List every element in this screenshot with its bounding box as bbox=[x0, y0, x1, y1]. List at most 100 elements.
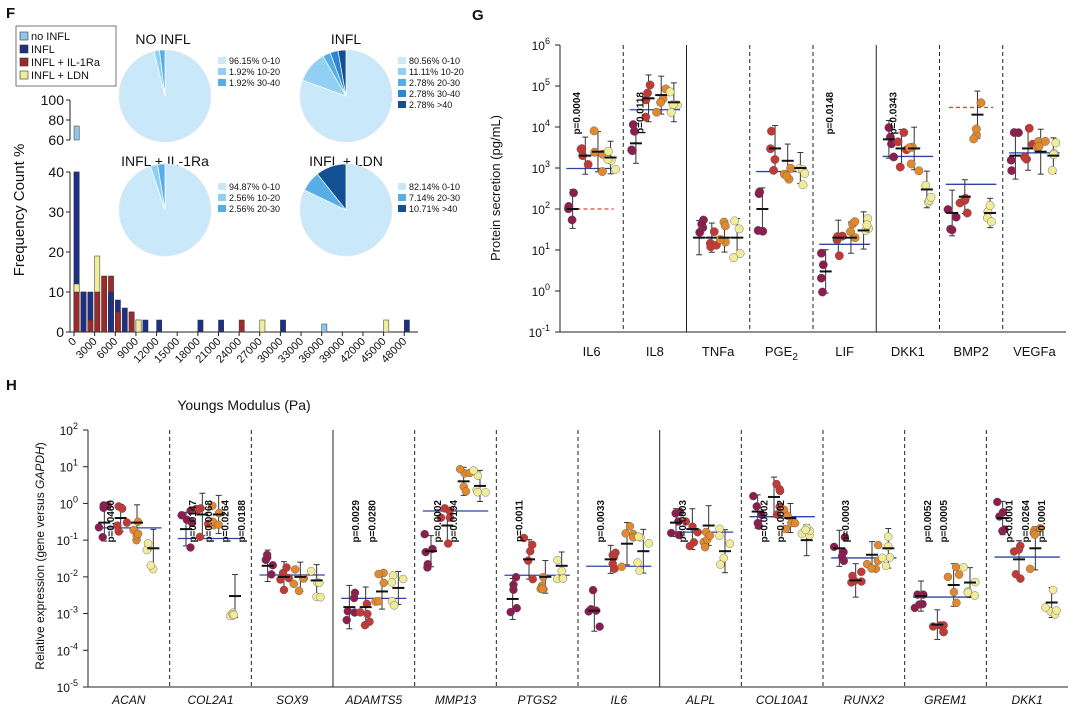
pie-legend-swatch bbox=[218, 205, 226, 212]
protein-secretion-chart: 106 105 104 103 102 101 100 10-1 IL6 p=0.0004 IL8 p… bbox=[488, 36, 1066, 363]
data-point bbox=[951, 562, 961, 572]
data-point bbox=[445, 506, 454, 516]
pie-legend-label: 96.15% 0-10 bbox=[229, 56, 280, 66]
p-value-label: p=0.0148 bbox=[825, 92, 836, 135]
data-point bbox=[818, 260, 828, 270]
p-value-label: p=0.0068 bbox=[204, 500, 215, 543]
data-point bbox=[874, 540, 883, 550]
data-point bbox=[1040, 136, 1050, 146]
y-tick-label: 103 bbox=[532, 159, 550, 176]
data-point bbox=[617, 562, 626, 571]
data-point bbox=[316, 592, 325, 602]
group-label: ACAN bbox=[111, 693, 146, 707]
data-point bbox=[524, 556, 533, 565]
y-tick-label: 102 bbox=[60, 421, 78, 438]
p-value-label: p=0.0280 bbox=[367, 500, 378, 543]
data-point bbox=[884, 532, 893, 541]
pie-legend-swatch bbox=[398, 68, 406, 75]
pie-charts: NO INFL 96.15% 0-101.92% 10-201.92% 30-40… bbox=[118, 31, 464, 257]
group-label: BMP2 bbox=[953, 344, 988, 359]
data-point bbox=[730, 216, 740, 226]
data-point bbox=[665, 87, 675, 97]
group-label: SOX9 bbox=[276, 693, 308, 707]
data-point bbox=[1048, 585, 1058, 595]
data-point bbox=[1052, 606, 1061, 615]
data-point bbox=[1030, 530, 1039, 539]
data-point bbox=[998, 508, 1008, 517]
p-value-label: p=0.0005 bbox=[939, 500, 950, 543]
panel-f-letter: F bbox=[6, 5, 15, 22]
data-point bbox=[918, 599, 927, 609]
data-point bbox=[947, 225, 957, 235]
data-point bbox=[709, 227, 719, 237]
y-tick-label: 101 bbox=[532, 241, 550, 258]
p-value-label: p=0.0264 bbox=[1021, 500, 1032, 543]
pie-legend-swatch bbox=[398, 90, 406, 97]
data-point bbox=[857, 577, 866, 586]
data-point bbox=[906, 159, 916, 169]
data-point bbox=[816, 273, 826, 283]
legend-swatch bbox=[19, 31, 29, 41]
pie-legend-label: 2.78% >40 bbox=[409, 100, 452, 110]
data-point bbox=[715, 531, 724, 540]
y-tick-label: 100 bbox=[41, 92, 65, 108]
histogram-bar bbox=[142, 319, 149, 333]
group-label: VEGFa bbox=[1013, 344, 1056, 359]
data-point bbox=[611, 164, 620, 174]
data-point bbox=[790, 518, 800, 528]
legend-swatch bbox=[19, 70, 29, 80]
group-label: IL6 bbox=[583, 344, 601, 359]
data-point bbox=[840, 533, 850, 542]
pie-title: INFL + IL-1Ra bbox=[121, 153, 209, 169]
histogram-bar bbox=[218, 319, 224, 333]
data-point bbox=[282, 563, 291, 572]
y-tick-label: 80 bbox=[48, 112, 64, 128]
data-point bbox=[716, 560, 725, 569]
legend-swatch bbox=[19, 44, 29, 54]
data-point bbox=[769, 165, 778, 175]
pie-outline bbox=[118, 49, 212, 143]
y-tick-label: 106 bbox=[532, 36, 550, 53]
data-point bbox=[643, 88, 652, 98]
data-point bbox=[122, 518, 132, 527]
data-point bbox=[839, 547, 848, 557]
data-point bbox=[895, 162, 905, 172]
histogram-bar bbox=[108, 291, 114, 333]
data-point bbox=[133, 529, 143, 538]
p-value-label: p=0.0011 bbox=[514, 500, 525, 542]
data-point bbox=[634, 532, 643, 541]
y-tick-label: 102 bbox=[532, 200, 550, 217]
y-tick-label: 30 bbox=[48, 204, 64, 220]
group-label: DKK1 bbox=[891, 344, 925, 359]
legend-swatch bbox=[19, 57, 29, 67]
p-value-label: p=0.0001 bbox=[1037, 500, 1048, 543]
p-value-label: p=0.0147 bbox=[188, 500, 199, 543]
p-value-label: p=0.0002 bbox=[776, 500, 787, 543]
data-point bbox=[208, 501, 217, 510]
pie-legend-swatch bbox=[398, 101, 406, 108]
pie-chart: NO INFL 96.15% 0-101.92% 10-201.92% 30-40 bbox=[118, 31, 280, 143]
p-value-label: p=0.0052 bbox=[923, 500, 934, 543]
data-point bbox=[695, 227, 705, 237]
y-tick-label: 20 bbox=[48, 244, 64, 260]
p-value-label: p=0.0343 bbox=[888, 92, 899, 135]
data-point bbox=[758, 226, 768, 236]
data-point bbox=[754, 189, 764, 199]
y-tick-label: 10 bbox=[48, 284, 64, 300]
data-point bbox=[621, 529, 630, 538]
data-point bbox=[800, 169, 810, 178]
data-point bbox=[719, 553, 728, 563]
y-tick-label: 10-4 bbox=[57, 641, 78, 658]
p-value-label: p=0.0460 bbox=[106, 500, 117, 543]
data-point bbox=[214, 520, 223, 529]
data-point bbox=[993, 497, 1002, 507]
data-point bbox=[356, 608, 365, 617]
data-point bbox=[889, 152, 899, 162]
data-point bbox=[857, 567, 866, 577]
histogram-bar bbox=[403, 319, 410, 333]
pie-legend-swatch bbox=[218, 68, 226, 75]
histogram-bar bbox=[80, 291, 87, 333]
data-point bbox=[753, 518, 762, 528]
data-point bbox=[583, 160, 593, 169]
